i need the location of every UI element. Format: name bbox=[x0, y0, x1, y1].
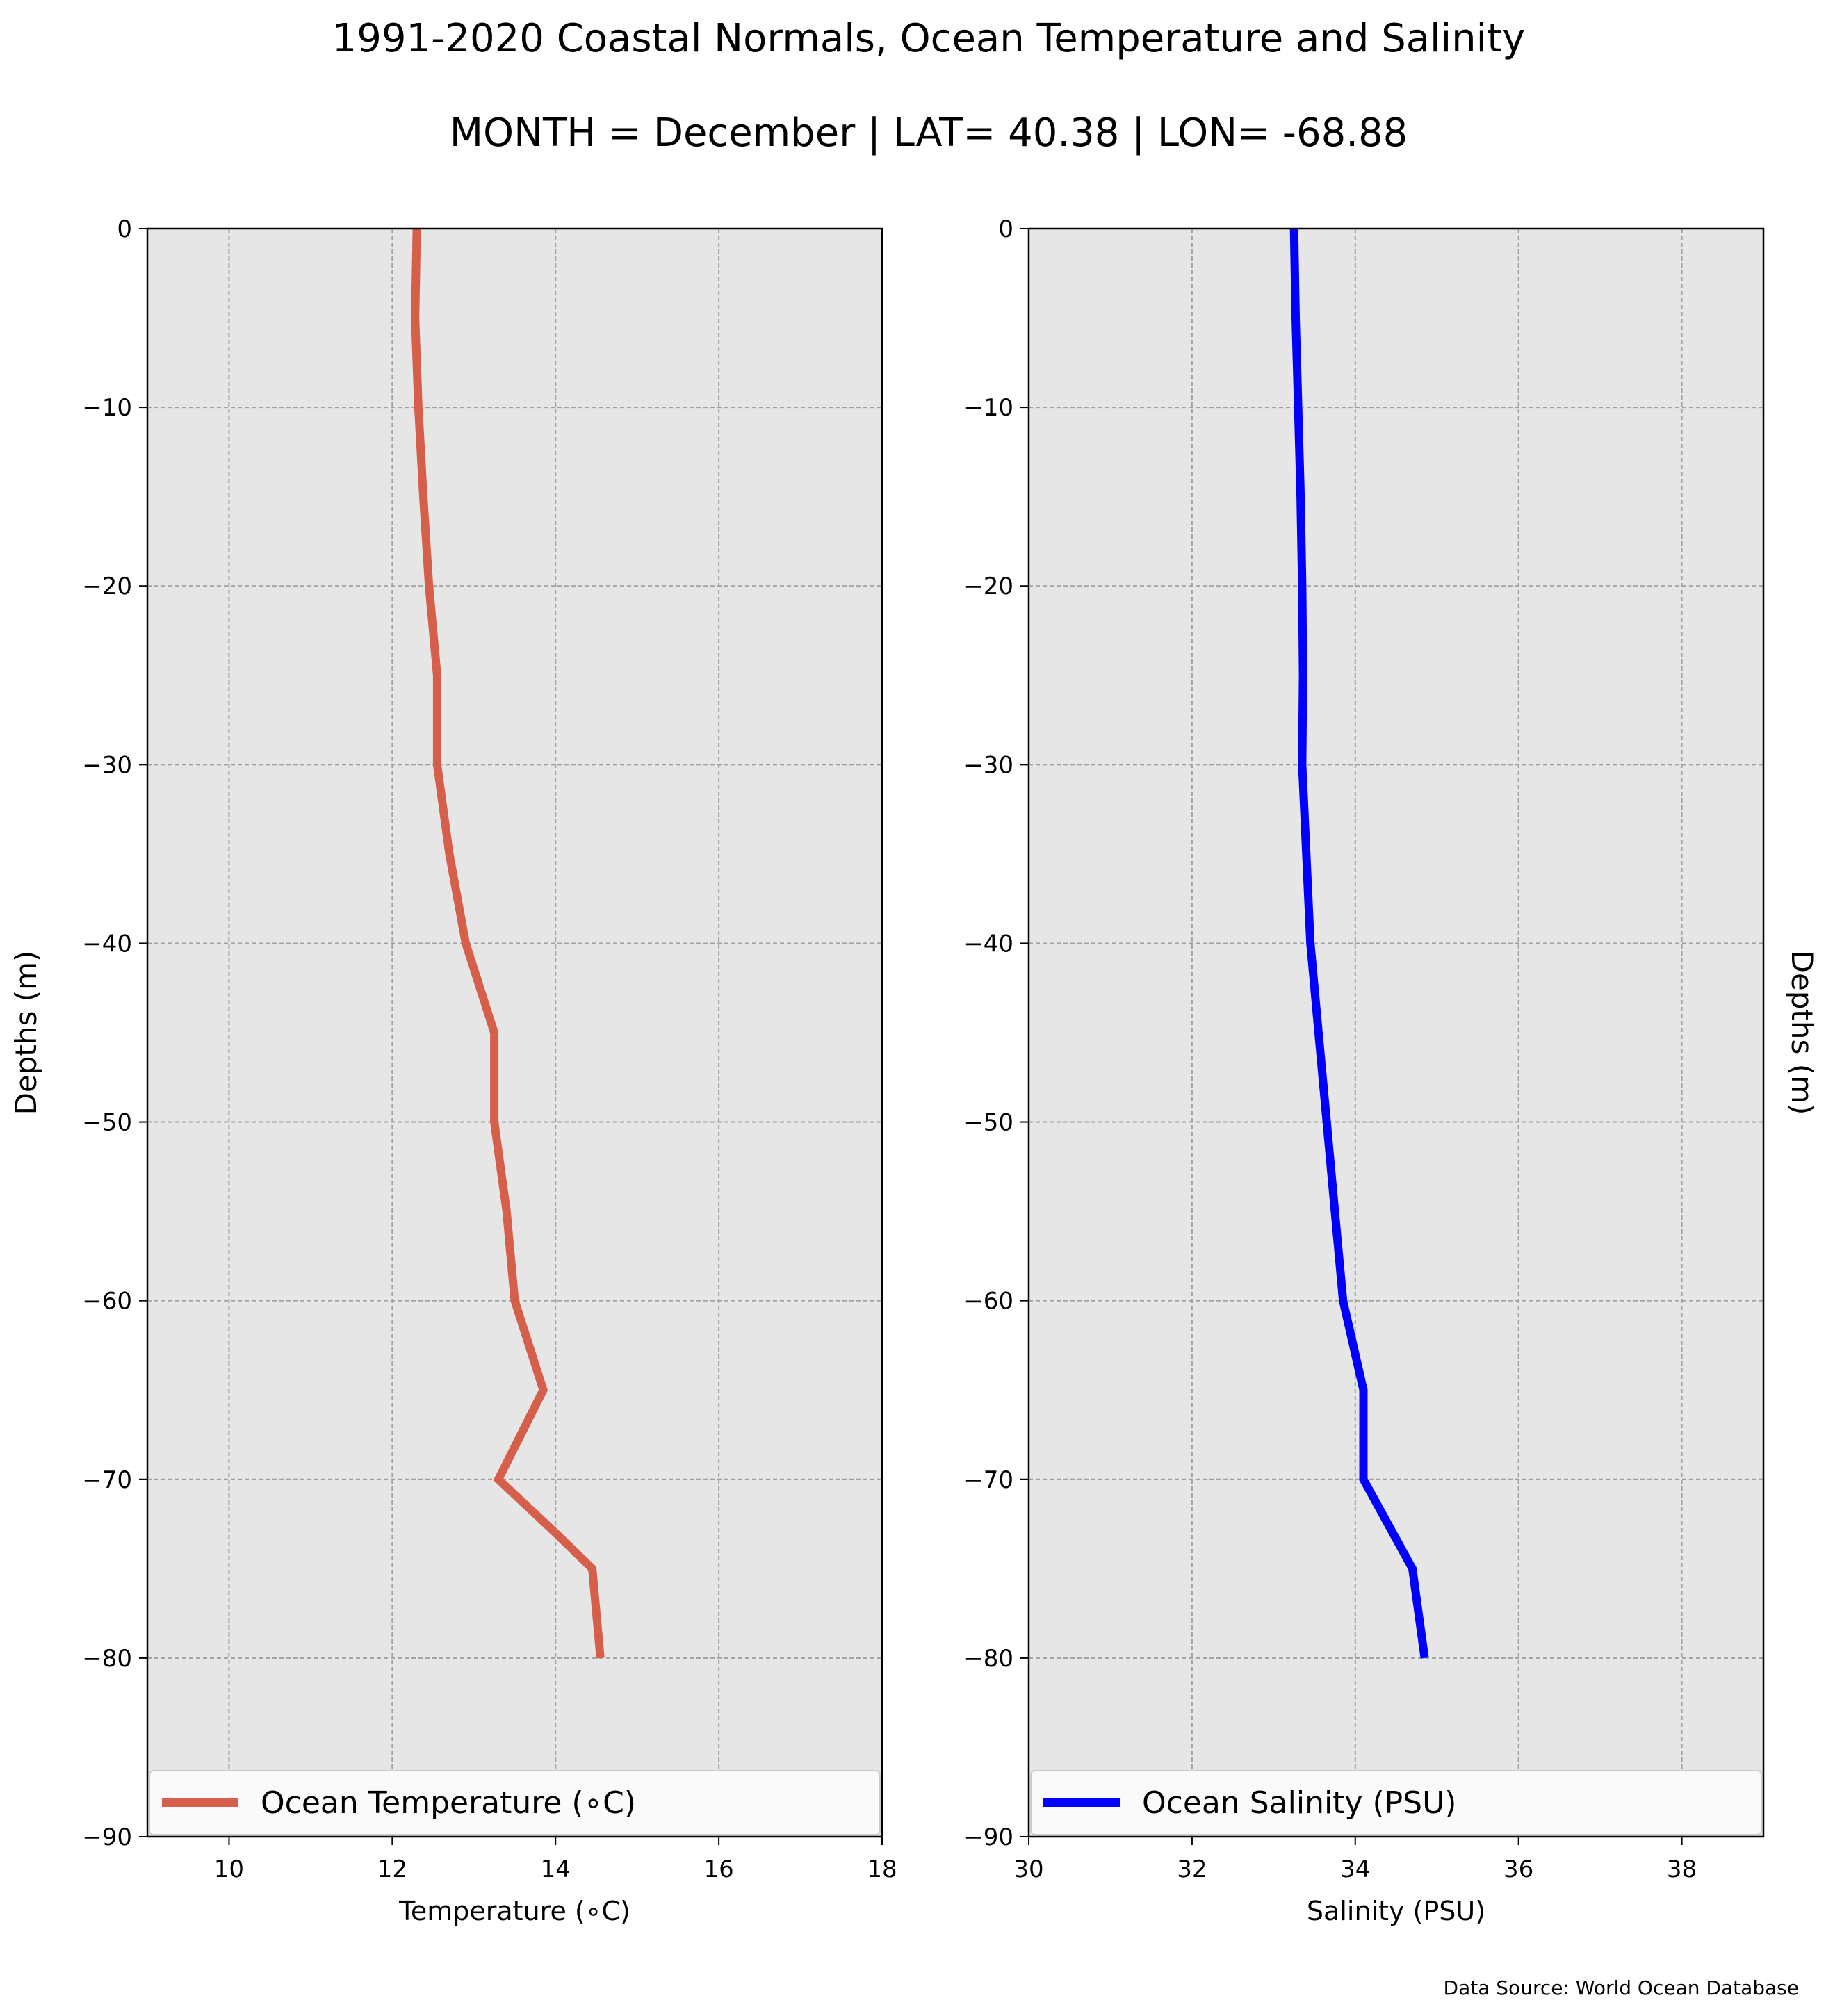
temperature-y-axis-label: Depths (m) bbox=[9, 951, 43, 1115]
data-source-note: Data Source: World Ocean Database bbox=[1444, 1976, 1799, 1999]
temperature-y-tick-label: −80 bbox=[82, 1645, 132, 1673]
salinity-y-tick-label: 0 bbox=[998, 215, 1013, 243]
temperature-axes-frame bbox=[146, 227, 883, 1838]
salinity-y-tick-label: −70 bbox=[963, 1466, 1013, 1494]
temperature-x-tick-label: 12 bbox=[377, 1855, 407, 1883]
temperature-panel: 10 12 14 16 18 0 −10 −20 −30 −40 −50 −60 −70 −80 −90 Te… bbox=[9, 215, 897, 1926]
temperature-legend-label: Ocean Temperature (∘C) bbox=[261, 1785, 636, 1821]
salinity-x-tick-label: 30 bbox=[1013, 1855, 1043, 1883]
temperature-y-tick-label: −10 bbox=[82, 394, 132, 422]
temperature-y-tick-label: 0 bbox=[117, 215, 132, 243]
temperature-y-tick-label: −40 bbox=[82, 930, 132, 958]
temperature-legend bbox=[149, 1770, 881, 1835]
salinity-x-tick-label: 36 bbox=[1503, 1855, 1533, 1883]
figure-title: 1991-2020 Coastal Normals, Ocean Tempera… bbox=[332, 16, 1526, 61]
temperature-y-tick-label: −90 bbox=[82, 1824, 132, 1851]
salinity-y-tick-label: −90 bbox=[963, 1824, 1013, 1851]
salinity-x-tick-label: 34 bbox=[1340, 1855, 1370, 1883]
salinity-x-axis-label: Salinity (PSU) bbox=[1307, 1896, 1485, 1926]
temperature-y-tick-label: −20 bbox=[82, 573, 132, 600]
temperature-x-tick-label: 14 bbox=[541, 1855, 571, 1883]
salinity-legend-label: Ocean Salinity (PSU) bbox=[1142, 1785, 1456, 1821]
salinity-y-axis-label: Depths (m) bbox=[1785, 951, 1819, 1115]
salinity-y-tick-label: −60 bbox=[963, 1288, 1013, 1316]
temperature-y-tick-label: −30 bbox=[82, 751, 132, 779]
figure-subtitle: MONTH = December | LAT= 40.38 | LON= -68… bbox=[450, 110, 1408, 156]
temperature-x-tick-label: 18 bbox=[867, 1855, 897, 1883]
temperature-y-tick-label: −50 bbox=[82, 1109, 132, 1137]
temperature-y-tick-label: −60 bbox=[82, 1288, 132, 1316]
salinity-x-tick-label: 38 bbox=[1667, 1855, 1697, 1883]
salinity-y-tick-label: −30 bbox=[963, 751, 1013, 779]
salinity-y-tick-label: −20 bbox=[963, 573, 1013, 600]
salinity-axes-frame bbox=[1027, 227, 1765, 1838]
salinity-y-tick-label: −10 bbox=[963, 394, 1013, 422]
temperature-x-axis-label: Temperature (∘C) bbox=[398, 1896, 630, 1926]
salinity-x-tick-label: 32 bbox=[1177, 1855, 1207, 1883]
temperature-x-tick-label: 16 bbox=[703, 1855, 733, 1883]
salinity-panel: 30 32 34 36 38 0 −10 −20 −30 −40 −50 −60 −70 −80 −90 Sa… bbox=[963, 215, 1819, 1926]
temperature-x-tick-label: 10 bbox=[214, 1855, 244, 1883]
salinity-y-tick-label: −40 bbox=[963, 930, 1013, 958]
salinity-y-tick-label: −50 bbox=[963, 1109, 1013, 1137]
temperature-plot-area bbox=[147, 229, 882, 1837]
salinity-plot-area bbox=[1029, 229, 1763, 1837]
salinity-y-tick-label: −80 bbox=[963, 1645, 1013, 1673]
temperature-y-tick-label: −70 bbox=[82, 1466, 132, 1494]
salinity-legend bbox=[1030, 1770, 1762, 1835]
